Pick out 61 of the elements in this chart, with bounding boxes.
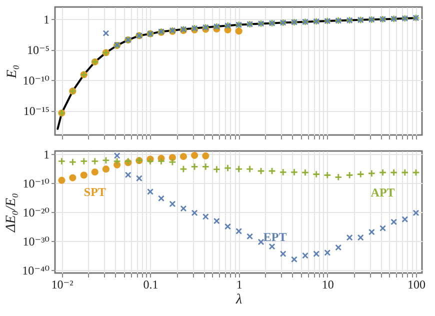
point: [180, 165, 188, 173]
y-tick-label: 10⁻⁵: [26, 43, 50, 58]
point: [279, 168, 287, 176]
point: [368, 170, 376, 178]
point: [102, 166, 110, 173]
y-tick-label: 10⁻¹⁰: [22, 176, 50, 190]
x-tick-label: 10⁻²: [51, 278, 74, 292]
point: [290, 168, 298, 176]
y-axis-title: E₀: [4, 64, 20, 80]
point: [102, 156, 110, 164]
point: [91, 157, 99, 166]
point: [235, 28, 242, 35]
series-label: APT: [370, 185, 395, 200]
point: [80, 172, 88, 179]
x-tick-label: 100: [407, 278, 426, 292]
point: [58, 157, 66, 166]
y-tick-label: 10⁻³⁰: [22, 234, 50, 249]
series-label: SPT: [84, 184, 106, 199]
point: [268, 167, 276, 175]
x-tick-label: 10: [322, 278, 334, 292]
point: [202, 152, 210, 160]
point: [234, 165, 243, 173]
point: [168, 154, 176, 162]
x-tick-label: 1: [236, 278, 242, 292]
point: [69, 174, 76, 182]
point: [91, 168, 98, 176]
y-tick-label: 1: [44, 147, 50, 162]
point: [346, 171, 354, 179]
point: [113, 157, 121, 166]
point: [378, 168, 387, 176]
point: [312, 170, 320, 178]
point: [190, 162, 198, 171]
point: [334, 173, 342, 182]
point: [246, 165, 254, 173]
point: [257, 167, 265, 175]
point: [168, 158, 176, 166]
point: [224, 164, 232, 172]
y-tick-label: 10⁻¹⁰: [22, 74, 50, 88]
point: [401, 168, 409, 176]
x-tick-label: 0.1: [143, 278, 158, 292]
x-axis-title: λ: [234, 292, 242, 308]
point: [356, 170, 364, 178]
y-tick-label: 10⁻⁴⁰: [22, 264, 50, 278]
series-label: EPT: [263, 230, 287, 244]
point: [301, 168, 310, 176]
point: [202, 162, 210, 171]
point: [68, 158, 77, 166]
point: [212, 165, 221, 174]
point: [80, 157, 88, 166]
point: [180, 152, 187, 160]
point: [58, 176, 66, 184]
y-tick-label: 10⁻²⁰: [22, 206, 50, 220]
point: [146, 157, 154, 166]
y-axis-title: ΔE₀/E₀: [4, 192, 20, 233]
y-tick-label: 1: [44, 12, 50, 27]
point: [157, 157, 166, 166]
point: [412, 168, 420, 176]
point: [390, 168, 398, 176]
y-tick-label: 10⁻¹⁵: [23, 104, 50, 118]
point: [324, 171, 332, 179]
point: [190, 152, 198, 159]
